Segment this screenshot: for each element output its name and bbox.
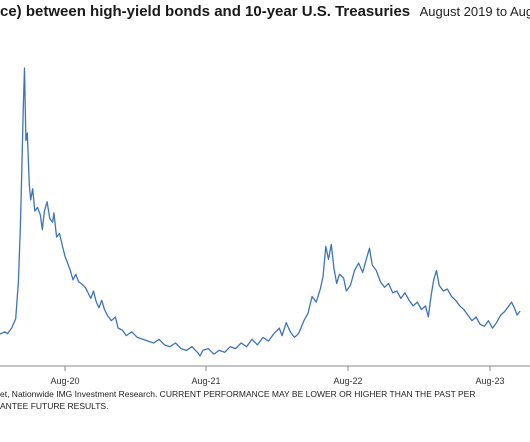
x-tick-label: Aug-21: [191, 376, 220, 386]
source-footnote: et, Nationwide IMG Investment Research. …: [0, 388, 530, 412]
chart-title-date-range: August 2019 to Aug: [419, 4, 530, 19]
x-tick-label: Aug-20: [50, 376, 79, 386]
x-tick-label: Aug-23: [475, 376, 504, 386]
source-line-1: et, Nationwide IMG Investment Research. …: [0, 389, 476, 399]
chart-title: ce) between high-yield bonds and 10-year…: [0, 3, 530, 27]
spread-line-chart: Aug-20 Aug-21 Aug-22 Aug-23: [0, 67, 530, 386]
x-axis-ticks: Aug-20 Aug-21 Aug-22 Aug-23: [50, 366, 505, 386]
series-line: [0, 67, 521, 357]
chart-title-main: ce) between high-yield bonds and 10-year…: [0, 3, 411, 20]
source-line-2: ANTEE FUTURE RESULTS.: [0, 401, 109, 411]
x-tick-label: Aug-22: [333, 376, 362, 386]
